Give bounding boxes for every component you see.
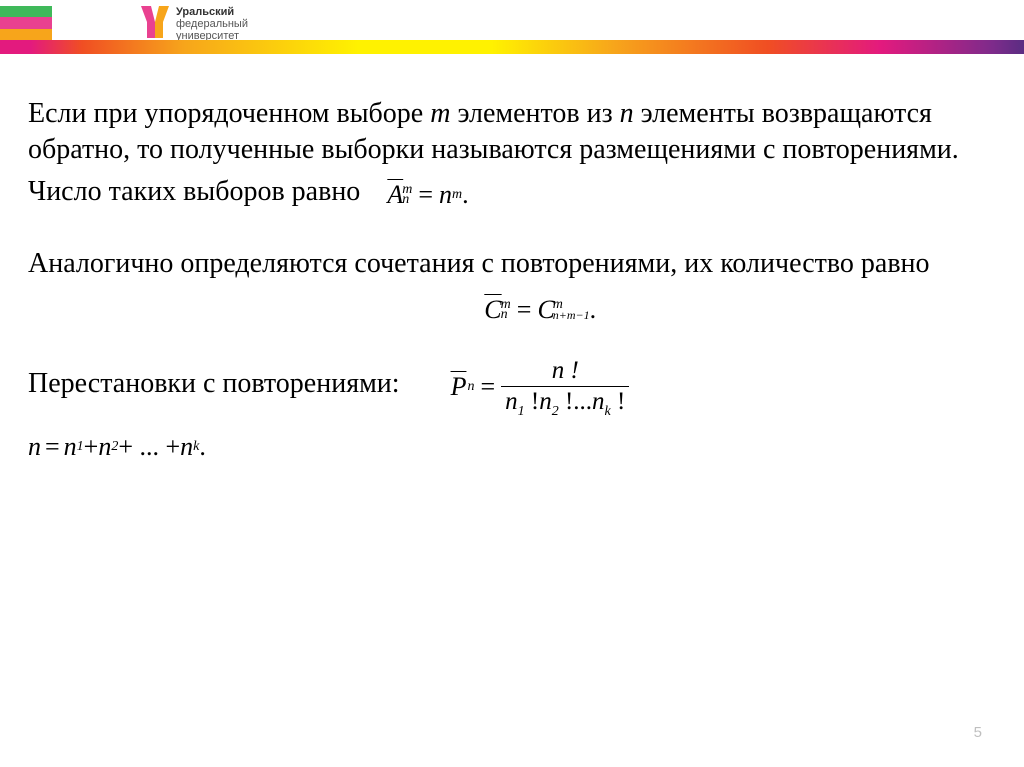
- rhs-n: n: [439, 177, 452, 213]
- paragraph-4-row: Перестановки с повторениями: Pn = n ! n1…: [28, 358, 996, 415]
- nk: n: [592, 388, 605, 415]
- university-logo: Уральский федеральный университет: [140, 4, 248, 42]
- stripe-3: [0, 29, 52, 40]
- paragraph-5-row: n = n1 + n2 + ... + nk .: [28, 429, 996, 465]
- sub-nm1: n+m−1: [553, 310, 590, 320]
- fraction: n ! n1 !n2 !...nk !: [501, 358, 629, 415]
- slide-content: Если при упорядоченном выборе m элементо…: [0, 56, 1024, 465]
- text: Если при упорядоченном выборе: [28, 98, 430, 129]
- text: элементов из: [450, 98, 619, 129]
- equals: =: [412, 177, 439, 213]
- eq: =: [41, 429, 64, 465]
- paragraph-1: Если при упорядоченном выборе m элементо…: [28, 96, 996, 168]
- page-number: 5: [974, 724, 982, 741]
- sub1: 1: [518, 404, 525, 419]
- var-n: n: [620, 98, 634, 129]
- sub-n: n: [402, 195, 412, 205]
- var-m: m: [430, 98, 450, 129]
- excl2: !: [611, 388, 626, 415]
- n2: n: [539, 388, 552, 415]
- n1: n: [64, 429, 77, 465]
- period: .: [590, 292, 597, 328]
- rainbow-bar: [0, 40, 1024, 54]
- paragraph-4: Перестановки с повторениями:: [28, 366, 400, 402]
- paragraph-3: Аналогично определяются сочетания с повт…: [28, 246, 996, 282]
- formula-arrangements: Amn = nm .: [386, 177, 468, 213]
- nk: n: [180, 429, 193, 465]
- n-sum-equation: n = n1 + n2 + ... + nk .: [28, 429, 206, 465]
- logo-mark: [140, 4, 170, 40]
- num-text: n !: [552, 357, 579, 384]
- sub-n: n: [501, 310, 511, 320]
- slide-header: Уральский федеральный университет: [0, 0, 1024, 56]
- numerator: n !: [548, 358, 583, 386]
- stripe-1: [0, 6, 52, 17]
- plus1: +: [84, 429, 99, 465]
- logo-line-2: федеральный: [176, 18, 248, 30]
- n2: n: [98, 429, 111, 465]
- sub2: 2: [552, 404, 559, 419]
- logo-line-1: Уральский: [176, 6, 248, 18]
- n1: n: [505, 388, 518, 415]
- denominator: n1 !n2 !...nk !: [501, 386, 629, 415]
- excl1: !: [525, 388, 540, 415]
- P-bar: P: [450, 369, 468, 405]
- equals: =: [474, 369, 501, 405]
- period: .: [199, 429, 206, 465]
- stripe-2: [0, 17, 52, 28]
- paragraph-2-row: Число таких выборов равно Amn = nm .: [28, 174, 996, 216]
- n: n: [28, 429, 41, 465]
- header-corner-stripes: [0, 6, 52, 40]
- period: .: [462, 177, 469, 213]
- formula-combinations: Cmn = Cmn+m−1 .: [483, 292, 596, 328]
- logo-text: Уральский федеральный университет: [176, 4, 248, 42]
- equals: =: [511, 292, 538, 328]
- formula-permutations: Pn = n ! n1 !n2 !...nk !: [450, 358, 630, 415]
- paragraph-2: Число таких выборов равно: [28, 174, 360, 210]
- dots: + ... +: [118, 429, 180, 465]
- dots: !...: [559, 388, 592, 415]
